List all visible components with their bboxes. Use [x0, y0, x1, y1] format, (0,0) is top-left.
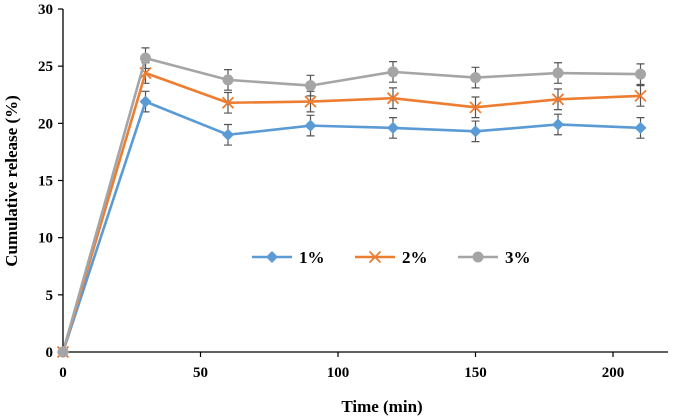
legend-item-2%: 2%	[355, 248, 428, 267]
data-point	[552, 67, 564, 79]
data-point	[469, 101, 482, 114]
legend-label: 1%	[299, 248, 325, 267]
series-3%	[57, 47, 646, 358]
data-point	[140, 52, 151, 64]
legend: 1% 2% 3%	[252, 248, 531, 267]
legend-label: 3%	[505, 248, 531, 267]
x-tick-label: 50	[193, 365, 208, 381]
x-tick-label: 200	[602, 365, 625, 381]
y-tick-label: 25	[38, 59, 53, 75]
data-point	[222, 128, 234, 141]
legend-item-1%: 1%	[252, 248, 325, 267]
y-tick-label: 5	[46, 288, 54, 304]
y-tick-label: 30	[38, 2, 53, 18]
legend-marker	[368, 250, 382, 264]
data-point	[634, 89, 647, 103]
data-point	[57, 346, 69, 358]
data-point	[304, 119, 317, 132]
data-point	[470, 72, 481, 84]
y-tick-label: 20	[38, 116, 53, 132]
legend-item-3%: 3%	[458, 248, 531, 267]
legend-label: 2%	[402, 248, 428, 267]
legend-marker	[266, 251, 278, 263]
series-line	[61, 100, 641, 353]
data-point	[387, 66, 399, 78]
axes: 0 5 10 15 20 25 30 0 50 100 150 200	[38, 2, 668, 381]
data-point	[469, 125, 482, 138]
data-point	[387, 121, 399, 134]
x-tick-label: 100	[327, 365, 350, 381]
x-tick-label: 0	[59, 365, 67, 381]
series-1%	[57, 90, 647, 358]
y-tick-label: 15	[38, 174, 53, 190]
series-line	[61, 71, 641, 353]
y-tick-label: 10	[38, 231, 53, 247]
x-axis-title: Time (min)	[341, 397, 422, 416]
data-point	[551, 93, 565, 106]
y-tick-label: 0	[46, 345, 54, 361]
data-point	[634, 121, 647, 134]
x-tick-label: 150	[464, 365, 487, 381]
series-line	[61, 56, 641, 353]
data-point	[552, 118, 564, 131]
data-point	[386, 92, 400, 105]
series-layer	[56, 47, 647, 359]
legend-marker	[472, 251, 484, 263]
data-point	[635, 68, 646, 80]
data-point	[304, 95, 317, 108]
data-point	[221, 96, 235, 109]
data-point	[222, 74, 234, 86]
data-point	[305, 80, 316, 92]
data-point	[139, 95, 152, 108]
y-axis-title: Cumulative release (%)	[2, 95, 21, 267]
